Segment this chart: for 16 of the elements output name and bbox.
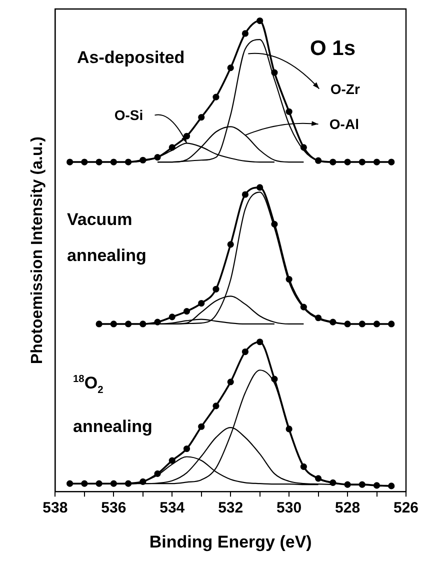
x-tick-label: 526 [393,500,419,517]
x-axis-title: Binding Energy (eV) [149,532,312,552]
x-tick-label: 530 [276,500,302,517]
annotation: Vacuum annealing [67,209,148,267]
x-tick-label: 534 [160,500,186,517]
annotation: O 1s [310,36,357,62]
annotation: O-Zr [330,80,360,97]
x-tick-label: 532 [218,500,244,517]
y-axis-title: Photoemission Intensity (a.u.) [29,136,46,364]
x-tick-label: 528 [335,500,360,517]
annotation: O-Si [114,107,144,124]
annotation: O-Al [329,116,359,132]
annotation: As-deposited [77,47,186,69]
x-tick-label: 538 [42,500,68,517]
x-tick-label: 536 [101,500,126,517]
text: $^{18}$O$_{2}$ annealing [73,374,152,436]
